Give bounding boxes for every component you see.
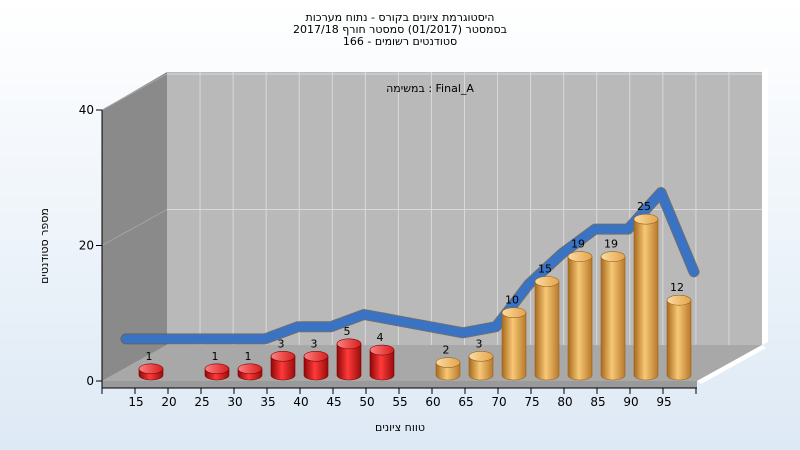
bar-top (435, 357, 461, 368)
bar-value-label: 25 (637, 200, 651, 213)
chart-title-line-2: בסמסטר (01/2017) סמסטר חורף 2017/18 (293, 23, 507, 36)
x-tick-label: 40 (293, 395, 308, 409)
chart-title-line-1: היסטוגרמת ציונים בקורס - נתוח מערכות (305, 11, 495, 24)
bar-body (501, 312, 527, 381)
y-tick-label: 0 (86, 374, 94, 388)
bar-value-label: 10 (505, 294, 519, 307)
bar-value-label: 3 (311, 337, 318, 350)
y-tick-label: 20 (79, 239, 94, 253)
bar-value-label: 12 (670, 281, 684, 294)
bar: 4 (369, 331, 395, 381)
bar-body (336, 343, 362, 381)
y-axis-label: מספר סטודנטים (38, 208, 51, 284)
bar-value-label: 19 (571, 238, 585, 251)
bar: 3 (468, 337, 494, 381)
x-tick-label: 95 (656, 395, 671, 409)
side-wall (102, 72, 167, 381)
floor-front-edge (102, 381, 697, 388)
x-tick-label: 90 (623, 395, 638, 409)
bar-top (138, 363, 164, 375)
bar-top (369, 344, 395, 356)
bar: 19 (600, 238, 626, 381)
x-tick-label: 35 (260, 395, 275, 409)
bar-top (534, 276, 560, 287)
chart-title-line-3: סטודנטים רשומים - 166 (342, 35, 458, 48)
bar-body (534, 281, 560, 381)
bar: 1 (138, 350, 164, 381)
x-tick-label: 60 (425, 395, 440, 409)
x-axis-label: טווח ציונים (375, 421, 425, 434)
bar-top (501, 307, 527, 318)
bar-value-label: 2 (443, 344, 450, 357)
bar-body (303, 356, 329, 381)
bar-top (270, 351, 296, 362)
x-tick-label: 45 (326, 395, 341, 409)
bar-body (666, 299, 692, 381)
bar-top (567, 251, 593, 262)
bar-body (468, 356, 494, 381)
bar-body (567, 256, 593, 381)
bar-body (270, 356, 296, 381)
bar: 1 (237, 350, 263, 381)
x-tick-label: 25 (194, 395, 209, 409)
bar-top (303, 351, 329, 362)
bar-top (237, 363, 263, 375)
floor-right-edge (697, 345, 766, 384)
gridline-side (101, 73, 168, 111)
x-tick-label: 55 (392, 395, 407, 409)
bar: 3 (303, 337, 329, 381)
bar-top (336, 338, 362, 350)
bar-value-label: 1 (245, 350, 252, 363)
right-wall-edge (762, 68, 768, 345)
bars-layer: 1 1 1 3 3 5 4 2 3 10 15 19 19 25 12 (138, 200, 692, 381)
y-tick-label: 40 (79, 103, 94, 117)
gridline-side (101, 209, 168, 246)
bar-value-label: 15 (538, 263, 552, 276)
x-tick-label: 70 (491, 395, 506, 409)
distribution-curve-layer (120, 187, 700, 345)
x-tick-label: 20 (161, 395, 176, 409)
legend-text: במשימה : Final_A (386, 82, 474, 95)
x-tick-label: 80 (557, 395, 572, 409)
bar-body (369, 349, 395, 381)
bar-top (204, 363, 230, 375)
bar: 3 (270, 337, 296, 381)
bar-top (600, 251, 626, 262)
x-tick-label: 30 (227, 395, 242, 409)
bar-value-label: 19 (604, 238, 618, 251)
x-tick-label: 50 (359, 395, 374, 409)
bar-value-label: 3 (278, 337, 285, 350)
bar: 25 (633, 200, 659, 381)
bar-top (633, 213, 659, 225)
x-tick-label: 85 (590, 395, 605, 409)
bar-top (666, 294, 692, 306)
x-tick-label: 65 (458, 395, 473, 409)
bar: 2 (435, 344, 461, 381)
distribution-curve (121, 188, 699, 344)
bar-top (468, 351, 494, 362)
bar: 1 (204, 350, 230, 381)
bar: 15 (534, 263, 560, 381)
bar-value-label: 5 (344, 325, 351, 338)
bar-body (600, 256, 626, 381)
bar-value-label: 1 (212, 350, 219, 363)
bar: 10 (501, 294, 527, 381)
x-tick-label: 75 (524, 395, 539, 409)
bar-value-label: 3 (476, 337, 483, 350)
bar: 5 (336, 325, 362, 381)
floor (102, 345, 762, 381)
bar-body (633, 218, 659, 381)
bar: 19 (567, 238, 593, 381)
bar-value-label: 4 (377, 331, 384, 344)
bar-value-label: 1 (146, 350, 153, 363)
x-tick-label: 15 (128, 395, 143, 409)
bar: 12 (666, 281, 692, 381)
